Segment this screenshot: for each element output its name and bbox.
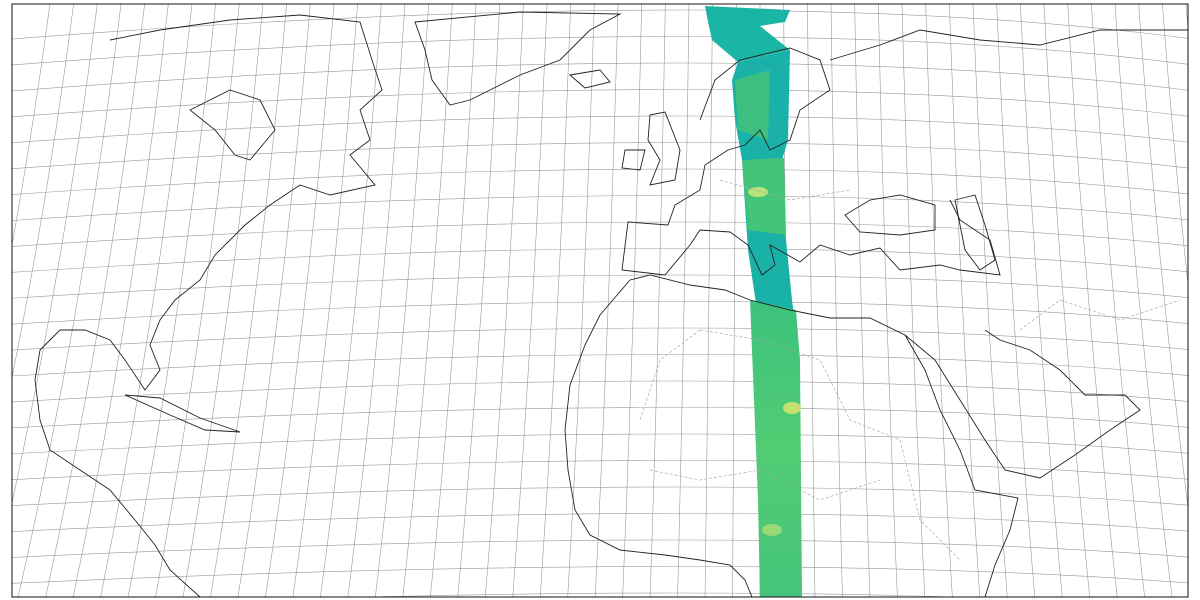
parallel bbox=[12, 513, 1188, 532]
parallel bbox=[356, 592, 963, 597]
arabia bbox=[904, 329, 1141, 479]
caspian-sea bbox=[954, 194, 996, 271]
meridian bbox=[972, 4, 1008, 597]
meridian bbox=[72, 4, 169, 597]
meridian bbox=[12, 4, 98, 505]
meridian bbox=[375, 4, 429, 597]
meridian bbox=[539, 4, 571, 597]
meridian bbox=[347, 4, 406, 597]
parallel bbox=[12, 486, 1188, 506]
parallel bbox=[12, 248, 1188, 273]
meridian bbox=[45, 4, 145, 597]
meridian bbox=[402, 4, 453, 597]
meridian bbox=[1067, 4, 1118, 597]
meridian bbox=[1091, 4, 1145, 597]
parallel bbox=[12, 274, 1188, 299]
meridian bbox=[567, 4, 595, 597]
meridian bbox=[996, 4, 1036, 597]
meridian bbox=[622, 4, 642, 597]
meridian bbox=[1020, 4, 1063, 597]
parallel bbox=[12, 460, 1188, 480]
meridian bbox=[854, 4, 871, 597]
parallel bbox=[12, 115, 1188, 144]
swath-scandinavia bbox=[735, 70, 770, 140]
parallel bbox=[12, 195, 1188, 221]
swath-highland bbox=[783, 402, 801, 414]
meridian bbox=[594, 4, 619, 597]
parallel bbox=[12, 168, 1188, 195]
british-isles bbox=[621, 111, 681, 186]
parallel bbox=[12, 9, 1188, 40]
europe bbox=[621, 47, 1001, 276]
meridian bbox=[901, 4, 926, 597]
meridian bbox=[649, 4, 666, 597]
swath-central-europe bbox=[742, 158, 786, 235]
meridian bbox=[127, 4, 216, 597]
meridian bbox=[155, 4, 240, 597]
map-background bbox=[12, 4, 1188, 597]
parallel bbox=[12, 221, 1188, 247]
parallel bbox=[12, 89, 1188, 118]
hudson-bay bbox=[189, 89, 276, 161]
parallel bbox=[12, 407, 1188, 429]
meridian bbox=[1138, 4, 1188, 510]
meridian bbox=[1114, 4, 1173, 597]
coastlines bbox=[34, 11, 1188, 597]
parallel bbox=[12, 327, 1188, 351]
country-border bbox=[639, 179, 1181, 561]
parallel bbox=[12, 539, 1188, 558]
map-frame bbox=[11, 3, 1189, 598]
cuba bbox=[124, 394, 241, 433]
meridian bbox=[320, 4, 382, 597]
meridian bbox=[484, 4, 524, 597]
swath-highland bbox=[762, 524, 782, 536]
meridian bbox=[292, 4, 358, 597]
meridian bbox=[265, 4, 335, 597]
meridian bbox=[512, 4, 548, 597]
parallel bbox=[12, 433, 1188, 455]
meridian bbox=[949, 4, 981, 597]
meridian bbox=[1043, 4, 1091, 597]
parallel bbox=[12, 354, 1188, 377]
swath-north bbox=[705, 6, 790, 62]
greenland bbox=[414, 11, 622, 106]
parallel bbox=[12, 62, 1188, 92]
meridian bbox=[237, 4, 311, 597]
asia-north bbox=[829, 29, 1188, 61]
meridian bbox=[1162, 4, 1188, 288]
swath bbox=[705, 6, 802, 597]
swath-highland bbox=[748, 187, 768, 197]
meridian bbox=[100, 4, 193, 597]
parallel bbox=[12, 301, 1188, 325]
iceland bbox=[568, 69, 611, 89]
meridian bbox=[12, 4, 51, 247]
meridian bbox=[182, 4, 264, 597]
meridian bbox=[677, 4, 690, 597]
meridian bbox=[12, 4, 74, 380]
meridian bbox=[457, 4, 500, 597]
parallel bbox=[12, 36, 1188, 66]
parallel bbox=[12, 142, 1188, 169]
parallel bbox=[12, 566, 1188, 584]
meridian bbox=[925, 4, 953, 597]
meridian bbox=[210, 4, 287, 597]
meridian bbox=[830, 4, 843, 597]
borders bbox=[639, 179, 1181, 561]
swath-africa bbox=[750, 300, 802, 597]
parallel bbox=[12, 380, 1188, 403]
black-sea bbox=[844, 194, 936, 236]
north-america bbox=[34, 14, 383, 597]
